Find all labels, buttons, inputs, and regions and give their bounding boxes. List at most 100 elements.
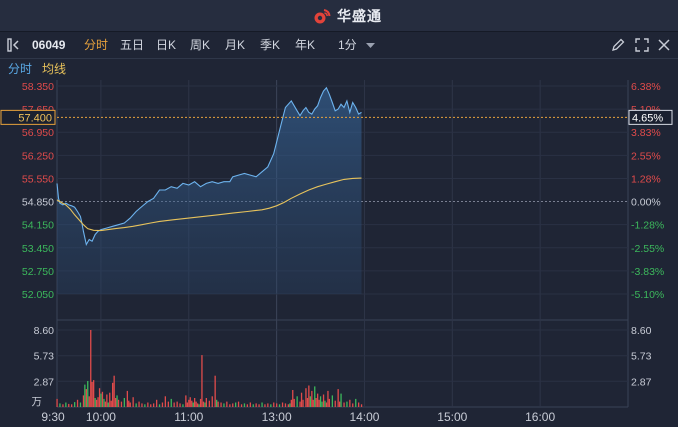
volume-bar bbox=[311, 390, 313, 407]
volume-bar bbox=[232, 403, 234, 407]
expand-icon[interactable] bbox=[634, 37, 650, 53]
crosshair-pct-label: 4.65% bbox=[632, 112, 663, 124]
volume-bar bbox=[267, 403, 269, 407]
volume-bar bbox=[331, 395, 333, 407]
volume-bar bbox=[306, 398, 309, 407]
average-series-line bbox=[56, 177, 362, 232]
volume-bar bbox=[179, 403, 181, 407]
pct-tick-label: 6.38% bbox=[631, 81, 661, 93]
price-tick-label: 53.450 bbox=[22, 243, 54, 255]
price-tick-label: 54.850 bbox=[22, 197, 54, 209]
price-tick-label: 56.250 bbox=[22, 150, 54, 162]
volume-tick-label-right: 8.60 bbox=[631, 325, 652, 337]
volume-bar bbox=[173, 402, 175, 407]
volume-bar bbox=[202, 401, 205, 407]
volume-bar bbox=[246, 404, 248, 407]
pct-tick-label: -3.83% bbox=[631, 266, 664, 278]
time-tick-label: 11:00 bbox=[174, 410, 203, 424]
volume-bar bbox=[312, 399, 314, 407]
volume-bar bbox=[150, 404, 152, 407]
tab-month-k[interactable]: 月K bbox=[225, 38, 246, 52]
tab-five-day[interactable]: 五日 bbox=[120, 38, 145, 52]
volume-bar bbox=[240, 404, 243, 407]
stock-code: 06049 bbox=[32, 38, 66, 52]
volume-bar bbox=[270, 404, 272, 407]
volume-bar bbox=[158, 404, 161, 407]
volume-bar bbox=[195, 401, 197, 407]
volume-bar bbox=[309, 396, 311, 407]
volume-bar bbox=[204, 402, 206, 407]
volume-bar bbox=[208, 400, 210, 407]
volume-bar bbox=[302, 399, 304, 407]
tab-year-k[interactable]: 年K bbox=[295, 38, 316, 52]
volume-bar bbox=[214, 375, 216, 407]
volume-bar bbox=[223, 403, 225, 407]
volume-bar bbox=[305, 388, 307, 407]
volume-bar bbox=[243, 403, 246, 407]
volume-bar bbox=[147, 402, 149, 407]
tab-day-k[interactable]: 日K bbox=[156, 38, 177, 52]
price-tick-label: 54.150 bbox=[22, 220, 54, 232]
volume-bar bbox=[289, 403, 291, 407]
volume-bar bbox=[198, 404, 200, 407]
intraday-chart[interactable]: 58.3506.38%57.6505.10%56.9503.83%56.2502… bbox=[0, 80, 678, 427]
volume-bar bbox=[349, 399, 351, 407]
volume-bar bbox=[109, 392, 111, 407]
volume-bar bbox=[115, 398, 117, 407]
volume-bar bbox=[76, 399, 79, 407]
volume-bar bbox=[315, 398, 317, 407]
volume-bar bbox=[141, 403, 143, 407]
pct-tick-label: -2.55% bbox=[631, 243, 664, 255]
volume-bar bbox=[258, 404, 260, 407]
volume-tick-label-right: 5.73 bbox=[631, 351, 652, 363]
volume-bar bbox=[68, 403, 70, 407]
volume-bar bbox=[343, 402, 345, 407]
volume-bar bbox=[226, 401, 228, 407]
chevron-down-icon bbox=[366, 42, 376, 48]
volume-bar bbox=[106, 394, 108, 407]
pct-tick-label: 2.55% bbox=[631, 150, 661, 162]
tab-week-k[interactable]: 周K bbox=[190, 38, 211, 52]
volume-bar bbox=[113, 375, 115, 407]
price-tick-label: 52.750 bbox=[22, 266, 54, 278]
volume-bar bbox=[308, 385, 310, 407]
volume-bar bbox=[192, 402, 194, 407]
volume-bar bbox=[62, 404, 64, 407]
volume-bar bbox=[293, 398, 295, 407]
volume-bar bbox=[65, 402, 67, 407]
volume-tick-label: 8.60 bbox=[34, 325, 55, 337]
volume-bar bbox=[322, 394, 325, 407]
interval-value: 1分 bbox=[338, 38, 357, 52]
tab-season-k[interactable]: 季K bbox=[260, 38, 281, 52]
volume-bar bbox=[167, 401, 169, 407]
volume-bar bbox=[123, 398, 125, 407]
volume-bar bbox=[84, 384, 86, 407]
volume-bar bbox=[120, 401, 123, 407]
pencil-icon[interactable] bbox=[610, 37, 626, 53]
volume-bar bbox=[337, 389, 339, 407]
volume-bar bbox=[340, 393, 342, 407]
volume-bar bbox=[217, 401, 219, 407]
volume-bar bbox=[79, 402, 82, 407]
volume-bar bbox=[216, 399, 218, 407]
tab-intraday[interactable]: 分时 bbox=[84, 38, 109, 52]
volume-bar bbox=[276, 403, 278, 407]
volume-bar bbox=[290, 399, 292, 407]
app-title: 华盛通 bbox=[337, 8, 382, 24]
close-icon[interactable] bbox=[656, 37, 672, 53]
crosshair-price-label: 57.400 bbox=[18, 112, 52, 124]
volume-bar bbox=[249, 402, 251, 407]
interval-select[interactable]: 1分 bbox=[338, 32, 376, 58]
price-tick-label: 56.950 bbox=[22, 127, 54, 139]
volume-bar bbox=[182, 404, 184, 407]
panel-toggle-icon[interactable] bbox=[6, 37, 22, 53]
price-area bbox=[57, 87, 362, 294]
chart-canvas: 58.3506.38%57.6505.10%56.9503.83%56.2502… bbox=[0, 80, 673, 424]
volume-bar bbox=[264, 404, 266, 407]
volume-bar bbox=[205, 398, 207, 407]
price-tick-label: 52.050 bbox=[22, 289, 54, 301]
volume-bar bbox=[317, 393, 319, 407]
volume-bar bbox=[299, 401, 301, 407]
volume-bar bbox=[107, 402, 109, 407]
volume-bar bbox=[116, 395, 118, 407]
